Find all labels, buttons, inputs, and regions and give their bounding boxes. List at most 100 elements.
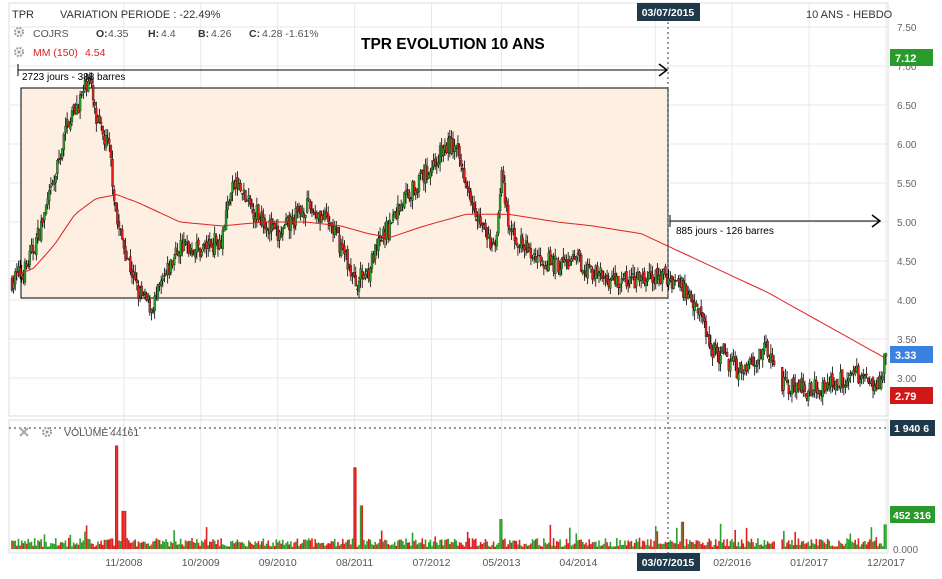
- candle-body: [690, 293, 693, 302]
- gear-icon[interactable]: [14, 27, 24, 37]
- candle-body: [153, 296, 156, 311]
- volume-bar: [140, 542, 143, 549]
- candle-body: [792, 377, 795, 386]
- x-tick-label: 12/2017: [867, 557, 905, 569]
- volume-bar: [692, 542, 694, 549]
- candle-body: [601, 270, 604, 279]
- volume-bar: [802, 540, 805, 549]
- candle-body: [790, 379, 794, 395]
- volume-bar: [20, 540, 23, 549]
- candle-body: [43, 212, 46, 221]
- volume-bar: [77, 544, 80, 549]
- candle-body: [635, 277, 638, 287]
- volume-bar: [374, 541, 377, 549]
- candle-body: [93, 102, 96, 106]
- candle-body: [163, 275, 166, 277]
- volume-bar: [787, 540, 790, 549]
- ohlc-open-key: O:: [96, 28, 108, 40]
- candle-body: [249, 198, 252, 205]
- candle-body: [507, 204, 510, 227]
- volume-bar: [387, 544, 389, 549]
- volume-bar: [243, 543, 245, 549]
- ohlc-low-key: B:: [198, 28, 209, 40]
- volume-bar: [515, 540, 518, 549]
- candle-body: [716, 347, 719, 354]
- volume-bar: [69, 534, 72, 549]
- volume-bar: [504, 538, 506, 549]
- candle-body: [357, 280, 361, 292]
- candle-body: [213, 233, 216, 255]
- volume-bar: [461, 544, 464, 549]
- candle-body: [479, 216, 482, 225]
- volume-bar: [831, 545, 834, 549]
- volume-bar: [744, 546, 746, 549]
- volume-bar: [22, 543, 25, 549]
- candle-body: [121, 229, 124, 240]
- candle-body: [336, 226, 340, 233]
- volume-bar: [272, 542, 274, 549]
- candle-body: [280, 233, 283, 237]
- volume-bar: [160, 544, 162, 549]
- candle-body: [41, 218, 44, 223]
- volume-bar: [317, 542, 320, 549]
- candle-body: [656, 268, 659, 277]
- candle-body: [400, 204, 403, 211]
- volume-bar: [851, 541, 853, 549]
- volume-bar: [640, 546, 642, 549]
- volume-bar: [121, 510, 124, 549]
- svg-text:1 940 6: 1 940 6: [894, 423, 929, 435]
- volume-bar: [58, 545, 60, 549]
- volume-bar: [168, 546, 171, 549]
- volume-bar: [184, 540, 187, 549]
- candle-body: [104, 135, 108, 148]
- x-tick-label: 08/2011: [336, 557, 373, 569]
- ma-value: 4.54: [85, 47, 106, 59]
- volume-bar: [256, 542, 258, 549]
- volume-bar: [17, 538, 20, 549]
- volume-bar: [664, 541, 667, 549]
- ma-gear-icon[interactable]: [14, 47, 24, 57]
- volume-bar: [594, 541, 597, 549]
- volume-bar: [238, 541, 240, 549]
- volume-bar: [162, 540, 164, 549]
- volume-bar: [565, 538, 568, 549]
- volume-bar: [502, 539, 505, 549]
- candle-body: [500, 170, 503, 194]
- candle-body: [725, 351, 729, 357]
- close-icon[interactable]: [19, 427, 29, 437]
- svg-text:2.79: 2.79: [895, 391, 916, 403]
- candle-body: [194, 249, 197, 258]
- volume-bar: [525, 543, 527, 549]
- candle-body: [338, 234, 341, 253]
- volume-bar: [616, 538, 618, 549]
- candle-body: [589, 265, 593, 267]
- candle-body: [630, 276, 633, 279]
- volume-bar: [590, 544, 592, 549]
- candle-body: [226, 200, 229, 210]
- volume-bar: [807, 541, 809, 549]
- candle-body: [502, 170, 505, 182]
- volume-gear-icon[interactable]: [42, 427, 52, 437]
- candle-body: [708, 334, 711, 347]
- volume-bar: [116, 445, 119, 549]
- candle-body: [69, 123, 72, 130]
- volume-bar: [174, 541, 177, 549]
- candle-body: [536, 257, 539, 263]
- volume-bar: [526, 545, 529, 549]
- volume-bar: [278, 540, 281, 549]
- candle-body: [766, 341, 769, 357]
- candle-body: [294, 208, 297, 226]
- candle-body: [554, 255, 557, 275]
- volume-bar: [760, 544, 762, 549]
- volume-bar: [684, 546, 686, 549]
- volume-bar: [768, 543, 771, 549]
- volume-bar: [562, 546, 565, 549]
- candle-body: [403, 192, 406, 208]
- volume-bar: [410, 545, 412, 549]
- candle-body: [161, 278, 164, 281]
- candle-body: [247, 195, 250, 199]
- volume-bar: [210, 542, 213, 549]
- volume-bar: [267, 540, 270, 549]
- volume-bar: [468, 538, 471, 549]
- volume-bar: [530, 543, 532, 549]
